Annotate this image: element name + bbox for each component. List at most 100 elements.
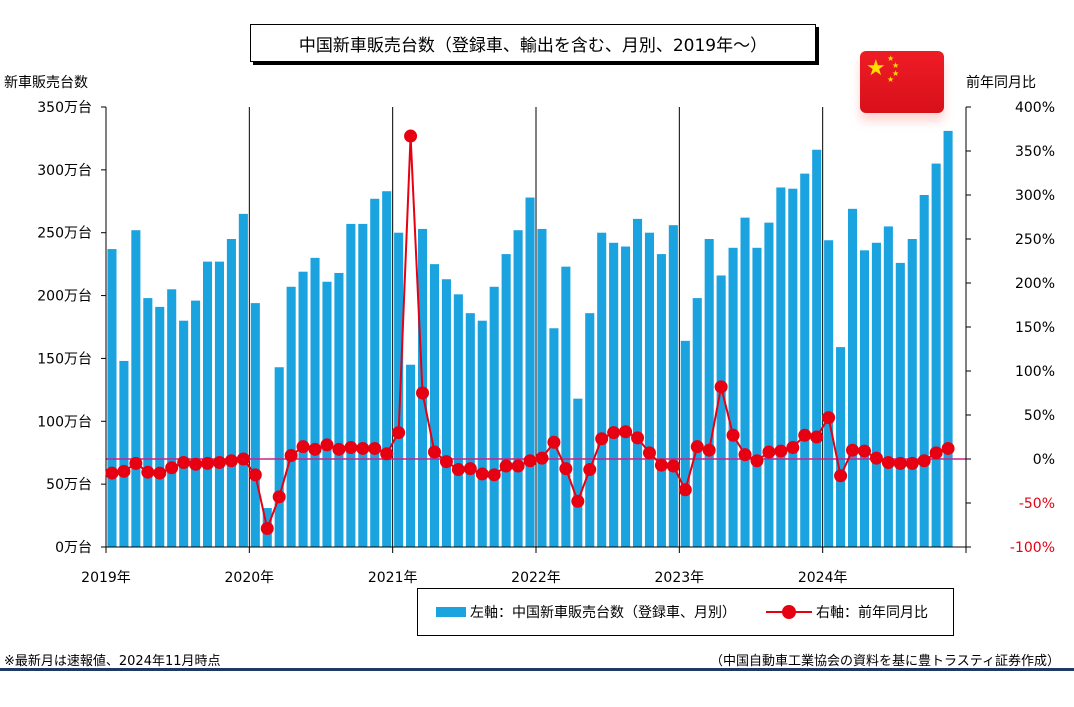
sales-bar [179,320,189,547]
sales-bar [501,254,511,547]
yoy-point [177,456,191,470]
yoy-point [631,431,645,445]
yoy-point [905,456,919,470]
yoy-point [332,442,346,456]
sales-bar [859,250,870,547]
sales-bar [525,197,535,547]
right-axis-title: 前年同月比 [966,75,1036,91]
yoy-point [284,448,298,462]
yoy-point [416,386,430,400]
sales-bar [214,261,225,547]
yoy-point [535,451,549,465]
sales-bar [250,303,260,547]
yoy-point [690,440,704,454]
sales-bar [561,266,571,547]
yoy-point [523,454,537,468]
yoy-point [738,448,752,462]
yoy-point [427,445,441,459]
sales-bar [788,188,798,547]
sales-bar [274,367,284,547]
sales-bar [812,149,822,548]
yoy-point [308,442,322,456]
sales-bar [609,242,619,547]
yoy-point [451,463,465,477]
yoy-point [439,455,453,469]
yoy-point [941,441,955,455]
footnote-left: ※最新月は速報値、2024年11月時点 [4,654,221,669]
sales-bar [346,223,356,547]
sales-bar [370,198,380,547]
yoy-point [296,440,310,454]
right-axis-tick-label: -50% [1019,496,1055,512]
yoy-point [356,441,370,455]
yoy-point [822,411,836,425]
sales-bar [931,163,941,547]
sales-bar [191,300,201,547]
flag-large-star-icon: ★ [866,56,886,81]
yoy-point [344,441,358,455]
yoy-point [929,446,943,460]
left-axis-title: 新車販売台数 [4,75,88,91]
sales-bar [489,286,499,547]
sales-bar [382,191,392,548]
yoy-point [666,459,680,473]
yoy-point [368,441,382,455]
yoy-point [392,426,406,440]
yoy-point [547,435,561,449]
yoy-point [857,444,871,458]
yoy-point [762,445,776,459]
sales-bar [692,298,702,547]
yoy-point [642,446,656,460]
sales-bar [668,225,678,548]
sales-bar [441,279,451,547]
sales-bar [728,247,738,548]
sales-bar [477,320,487,547]
sales-bar [644,232,655,547]
yoy-point [320,438,334,452]
left-axis-tick-label: 250万台 [37,226,92,242]
sales-bar [394,232,404,547]
legend-line-label: 右軸：前年同月比 [816,605,928,621]
sales-bar [632,218,643,547]
sales-bar [238,213,248,548]
sales-bar [573,398,583,547]
left-axis-tick-label: 200万台 [37,289,92,305]
x-axis-year-label: 2023年 [655,570,705,586]
left-axis-tick-label: 150万台 [37,351,92,367]
right-axis-tick-label: 300% [1015,188,1055,204]
sales-bar [298,271,308,547]
sales-bar [322,281,332,547]
sales-bar [465,313,475,547]
right-axis-tick-label: 350% [1015,144,1055,160]
yoy-point [212,456,226,470]
yoy-point [201,456,215,470]
legend: 左軸：中国新車販売台数（登録車、月別） 右軸：前年同月比 [417,588,954,636]
sales-bar [202,261,213,547]
yoy-point [893,456,907,470]
sales-bar [107,249,117,547]
yoy-point [105,466,119,480]
yoy-point [463,462,477,476]
left-axis-tick-label: 0万台 [55,540,92,556]
yoy-point [595,432,609,446]
left-axis-tick-label: 350万台 [37,100,92,116]
sales-bar [155,306,165,547]
sales-bar [310,257,320,547]
yoy-point [846,443,860,457]
yoy-point [798,428,812,442]
yoy-point [726,428,740,442]
sales-bar [226,239,236,547]
legend-item-line: 右軸：前年同月比 [736,602,928,622]
yoy-point [511,459,525,473]
sales-bar [119,360,129,547]
yoy-point [117,464,131,478]
legend-bar-swatch [436,607,466,617]
right-axis-tick-label: 250% [1015,232,1055,248]
yoy-point [583,463,597,477]
yoy-point [810,430,824,444]
sales-bar [429,264,440,547]
yoy-point [236,452,250,466]
yoy-point [153,466,167,480]
china-flag-icon: ★ ★ ★ ★ ★ [860,51,944,113]
